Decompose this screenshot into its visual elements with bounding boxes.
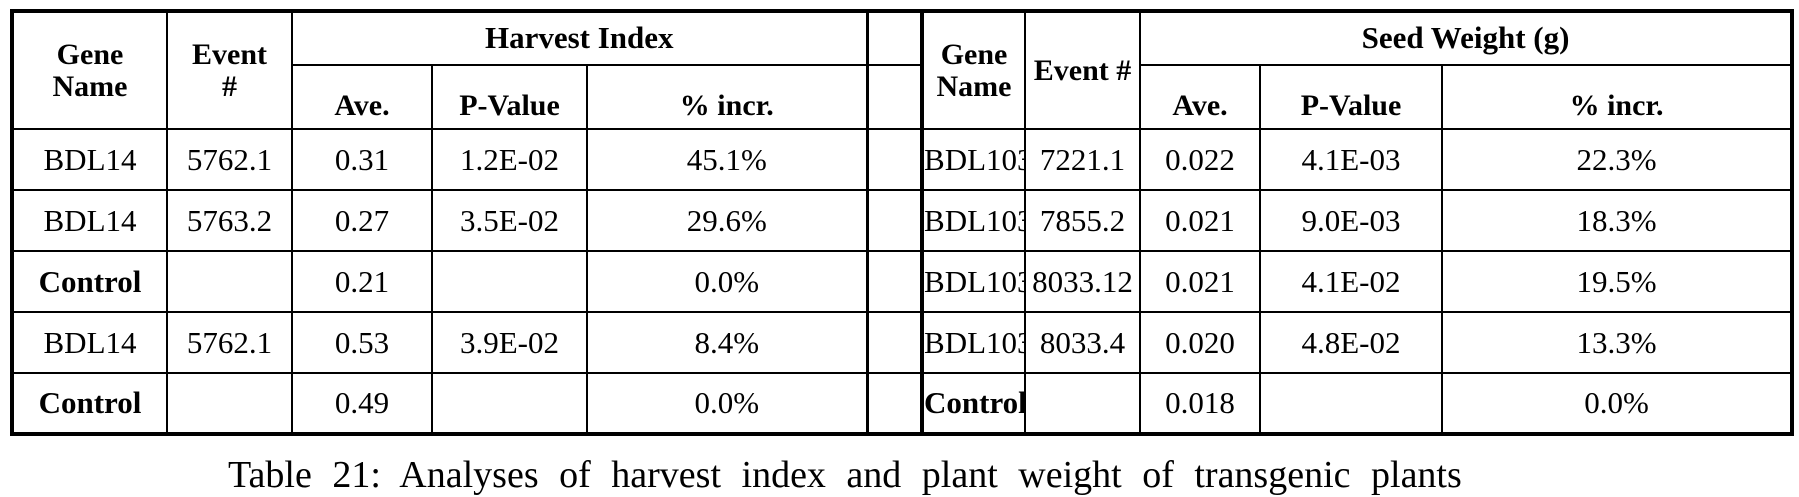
cell-event: 5763.2 <box>166 189 293 252</box>
cell-event: 7221.1 <box>1024 128 1142 191</box>
cell-incr: 22.3% <box>1441 128 1794 191</box>
right-event-header: Event # <box>1024 10 1142 130</box>
cell-incr: 0.0% <box>585 372 869 435</box>
cell-incr: 8.4% <box>585 311 869 374</box>
cell-pvalue: 1.2E-02 <box>431 128 588 191</box>
cell-event: 5762.1 <box>166 311 293 374</box>
left-incr-header: % incr. <box>585 64 869 130</box>
cell-event <box>166 372 293 435</box>
cell-pvalue <box>431 250 588 313</box>
cell-event: 5762.1 <box>166 128 293 191</box>
cell-ave: 0.27 <box>291 189 433 252</box>
cell-event <box>166 250 293 313</box>
spacer-cell <box>865 372 925 435</box>
cell-ave: 0.021 <box>1139 250 1262 313</box>
left-ave-header: Ave. <box>291 64 433 130</box>
cell-incr: 0.0% <box>585 250 869 313</box>
cell-ave: 0.49 <box>291 372 433 435</box>
cell-gene: Control <box>11 250 168 313</box>
cell-event <box>1024 372 1142 435</box>
cell-pvalue: 3.9E-02 <box>431 311 588 374</box>
header-row-sub: Ave. P-Value % incr. Ave. P-Value % incr… <box>12 64 1794 130</box>
cell-gene: Control <box>921 372 1027 435</box>
cell-incr: 29.6% <box>585 189 869 252</box>
cell-pvalue: 9.0E-03 <box>1259 189 1444 252</box>
cell-incr: 13.3% <box>1441 311 1794 374</box>
table-row: Control 0.21 0.0% BDL103 8033.12 0.021 4… <box>11 250 1794 313</box>
cell-incr: 18.3% <box>1441 189 1794 252</box>
right-gene-name-header: Gene Name <box>921 10 1027 130</box>
header-row-group: Gene Name Event # Harvest Index Gene Nam… <box>11 10 1794 130</box>
left-event-header: Event # <box>166 10 293 130</box>
cell-ave: 0.021 <box>1139 189 1262 252</box>
cell-gene: BDL103 <box>921 311 1027 374</box>
cell-gene: Control <box>11 372 168 435</box>
cell-gene: BDL14 <box>11 128 168 191</box>
cell-ave: 0.31 <box>291 128 433 191</box>
spacer-cell <box>865 64 925 130</box>
seed-weight-group-header: Seed Weight (g) <box>1139 10 1794 66</box>
table-row: BDL14 5762.1 0.53 3.9E-02 8.4% BDL103 80… <box>11 311 1794 374</box>
cell-incr: 19.5% <box>1441 250 1794 313</box>
cell-ave: 0.018 <box>1139 372 1262 435</box>
cell-pvalue: 4.8E-02 <box>1259 311 1444 374</box>
spacer-cell <box>865 311 925 374</box>
right-event-header-label: Event # <box>1033 53 1132 87</box>
left-event-header-label: Event # <box>192 38 267 103</box>
cell-pvalue <box>431 372 588 435</box>
right-pvalue-header: P-Value <box>1259 64 1444 130</box>
cell-ave: 0.53 <box>291 311 433 374</box>
cell-incr: 0.0% <box>1441 372 1794 435</box>
cell-pvalue: 4.1E-03 <box>1259 128 1444 191</box>
table-row: BDL14 5763.2 0.27 3.5E-02 29.6% BDL103 7… <box>11 189 1794 252</box>
right-gene-name-header-label: Gene Name <box>936 38 1012 103</box>
table-row: BDL14 5762.1 0.31 1.2E-02 45.1% BDL103 7… <box>11 128 1794 191</box>
cell-event: 8033.12 <box>1024 250 1142 313</box>
cell-incr: 45.1% <box>585 128 869 191</box>
cell-pvalue <box>1259 372 1444 435</box>
cell-gene: BDL14 <box>11 311 168 374</box>
cell-gene: BDL14 <box>11 189 168 252</box>
right-incr-header: % incr. <box>1441 64 1794 130</box>
left-pvalue-header: P-Value <box>431 64 588 130</box>
left-gene-name-header-label: Gene Name <box>52 38 128 103</box>
cell-ave: 0.020 <box>1139 311 1262 374</box>
spacer-cell <box>865 250 925 313</box>
cell-ave: 0.022 <box>1139 128 1262 191</box>
spacer-cell <box>865 189 925 252</box>
table-caption: Table 21: Analyses of harvest index and … <box>228 454 1462 496</box>
cell-gene: BDL103 <box>921 189 1027 252</box>
left-gene-name-header: Gene Name <box>11 10 168 130</box>
cell-event: 7855.2 <box>1024 189 1142 252</box>
cell-gene: BDL103 <box>921 250 1027 313</box>
harvest-index-group-header: Harvest Index <box>290 10 869 66</box>
analysis-results-table: Gene Name Event # Harvest Index Gene Nam… <box>10 9 1795 436</box>
cell-event: 8033.4 <box>1024 311 1142 374</box>
cell-ave: 0.21 <box>291 250 433 313</box>
cell-pvalue: 4.1E-02 <box>1259 250 1444 313</box>
table-row: Control 0.49 0.0% Control 0.018 0.0% <box>11 372 1794 435</box>
cell-pvalue: 3.5E-02 <box>431 189 588 252</box>
spacer-cell <box>865 128 925 191</box>
cell-gene: BDL103 <box>921 128 1027 191</box>
spacer-cell <box>865 10 925 66</box>
right-ave-header: Ave. <box>1139 64 1262 130</box>
